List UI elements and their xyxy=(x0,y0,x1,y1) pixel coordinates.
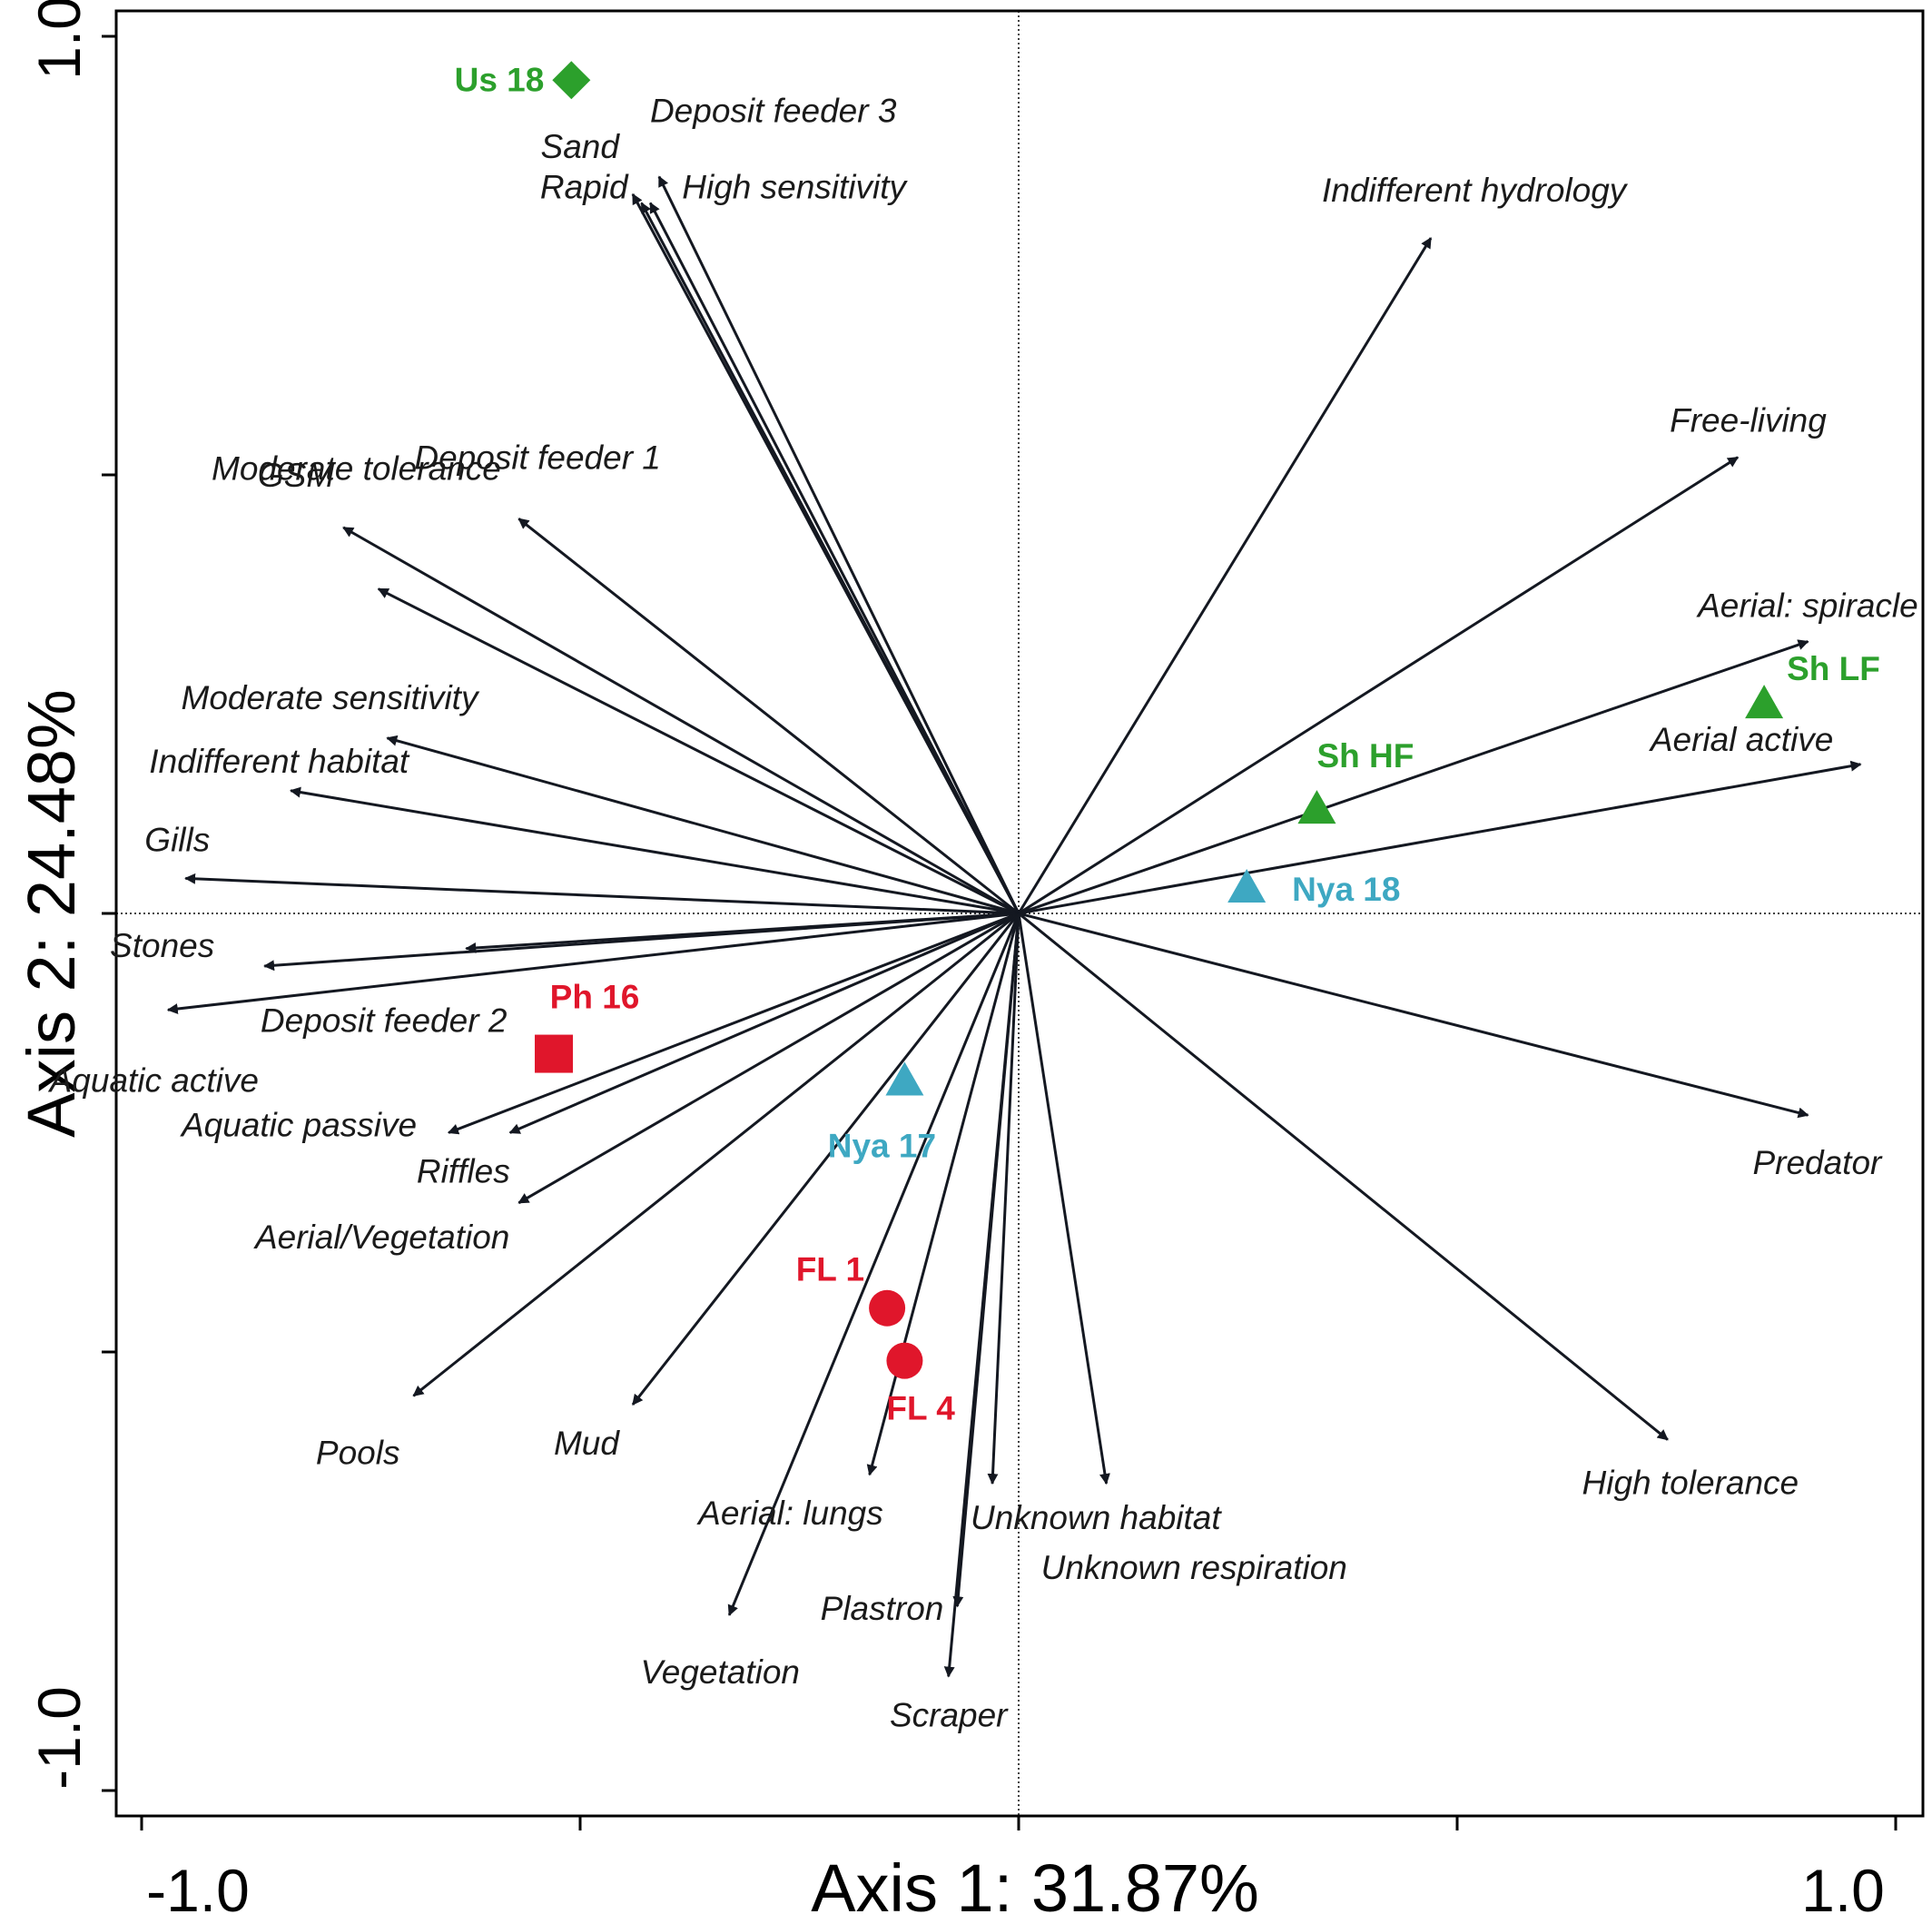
vector-label-unknown-habitat: Unknown habitat xyxy=(971,1499,1222,1536)
vector-label-plastron: Plastron xyxy=(821,1590,944,1627)
vector-label-aerial-active: Aerial active xyxy=(1649,721,1834,758)
site-marker-nya-17 xyxy=(885,1061,924,1096)
trait-vector-labels: Sand Deposit feeder 3 Rapid High sensitivit… xyxy=(48,93,1918,1734)
vector-deposit-feeder-1 xyxy=(518,518,1020,915)
vector-label-aerial-spiracle: Aerial: spiracle xyxy=(1696,587,1918,625)
vector-high-sensitivity xyxy=(648,202,1020,914)
vector-label-mud: Mud xyxy=(554,1425,620,1462)
vector-deposit-feeder-3 xyxy=(657,175,1020,914)
vector-label-moderate-sensitivity: Moderate sensitivity xyxy=(182,679,480,716)
vector-label-pools: Pools xyxy=(316,1434,400,1471)
vector-free-living xyxy=(1018,456,1740,915)
site-label-fl-4: FL 4 xyxy=(886,1390,955,1427)
x-tick-label-min: -1.0 xyxy=(146,1857,250,1924)
site-label-sh-hf: Sh HF xyxy=(1316,737,1414,775)
vector-aerial-active xyxy=(1018,760,1862,915)
vector-gills xyxy=(184,873,1020,915)
vector-label-deposit-feeder-1: Deposit feeder 1 xyxy=(414,439,661,476)
vector-label-scraper: Scraper xyxy=(890,1696,1009,1733)
vector-label-aquatic-passive: Aquatic passive xyxy=(180,1107,417,1144)
site-label-us-18: Us 18 xyxy=(455,61,545,98)
y-tick-label-max: 1.0 xyxy=(25,0,93,80)
vector-label-indifferent-hydrology: Indifferent hydrology xyxy=(1322,172,1629,209)
vector-aquatic-passive xyxy=(447,912,1020,1135)
site-marker-sh-lf xyxy=(1745,685,1784,719)
vector-moderate-sensitivity xyxy=(386,735,1020,915)
vector-label-sand: Sand xyxy=(541,128,621,165)
vector-label-stones: Stones xyxy=(110,927,214,964)
vector-deposit-feeder-2 xyxy=(465,912,1020,953)
vector-label-unknown-respiration: Unknown respiration xyxy=(1041,1549,1347,1586)
vector-label-aerial-lungs: Aerial: lungs xyxy=(696,1495,883,1532)
vector-high-tolerance xyxy=(1018,912,1669,1441)
vector-label-rapid: Rapid xyxy=(540,169,629,206)
vector-mud xyxy=(631,913,1020,1406)
vector-label-aerial-vegetation: Aerial/Vegetation xyxy=(253,1219,509,1256)
vector-aquatic-active xyxy=(166,912,1020,1015)
vector-label-free-living: Free-living xyxy=(1670,402,1827,439)
site-marker-nya-18 xyxy=(1227,869,1267,903)
vector-label-deposit-feeder-2: Deposit feeder 2 xyxy=(261,1002,508,1040)
vector-label-indifferent-habitat: Indifferent habitat xyxy=(149,743,410,780)
vector-label-aquatic-active: Aquatic active xyxy=(48,1061,259,1099)
vector-scraper xyxy=(943,913,1020,1678)
site-labels: Us 18 Sh LF Sh HF Nya 18 Nya 17 Ph 16 FL 1 FL 4 xyxy=(455,61,1880,1426)
vector-label-moderate-tolerance: Moderate tolerance xyxy=(212,450,501,488)
x-tick-label-max: 1.0 xyxy=(1801,1857,1885,1924)
y-axis-ticks xyxy=(102,35,116,1792)
y-tick-label-min: -1.0 xyxy=(25,1686,93,1790)
vector-vegetation xyxy=(727,913,1020,1616)
vector-label-predator: Predator xyxy=(1752,1144,1883,1181)
vector-label-deposit-feeder-3: Deposit feeder 3 xyxy=(650,93,897,130)
vector-unknown-habitat xyxy=(987,913,1020,1485)
vector-aerial-vegetation xyxy=(518,912,1020,1205)
site-marker-fl-1 xyxy=(869,1289,906,1327)
site-label-nya-18: Nya 18 xyxy=(1292,871,1400,908)
vector-indifferent-hydrology xyxy=(1017,237,1433,914)
vector-unknown-respiration xyxy=(1017,913,1110,1485)
vector-pools xyxy=(412,912,1020,1397)
site-label-ph-16: Ph 16 xyxy=(550,979,640,1016)
vector-aerial-spiracle xyxy=(1018,639,1809,915)
vector-label-gills: Gills xyxy=(144,821,210,858)
site-marker-sh-hf xyxy=(1297,790,1336,824)
vector-label-vegetation: Vegetation xyxy=(640,1653,800,1691)
site-label-nya-17: Nya 17 xyxy=(828,1128,936,1165)
x-axis-ticks xyxy=(140,1816,1898,1830)
vector-gsm xyxy=(342,526,1020,915)
vector-moderate-tolerance xyxy=(377,587,1020,915)
x-axis-title: Axis 1: 31.87% xyxy=(811,1850,1259,1924)
vector-label-riffles: Riffles xyxy=(417,1153,510,1190)
vector-predator xyxy=(1018,912,1809,1119)
site-markers xyxy=(535,61,1784,1379)
vector-riffles xyxy=(508,912,1020,1134)
site-marker-us-18 xyxy=(552,61,591,100)
vector-aerial-lungs xyxy=(866,913,1020,1476)
vector-label-high-tolerance: High tolerance xyxy=(1582,1465,1799,1502)
site-label-fl-1: FL 1 xyxy=(796,1251,864,1288)
vector-label-gsm: GSM xyxy=(258,457,334,494)
trait-vectors xyxy=(166,175,1862,1678)
y-axis-title: Axis 2: 24.48% xyxy=(14,689,89,1138)
site-marker-ph-16 xyxy=(535,1034,574,1073)
vector-indifferent-habitat xyxy=(290,786,1020,915)
vector-label-high-sensitivity: High sensitivity xyxy=(682,169,908,206)
site-label-sh-lf: Sh LF xyxy=(1787,650,1880,687)
site-marker-fl-4 xyxy=(886,1342,923,1379)
